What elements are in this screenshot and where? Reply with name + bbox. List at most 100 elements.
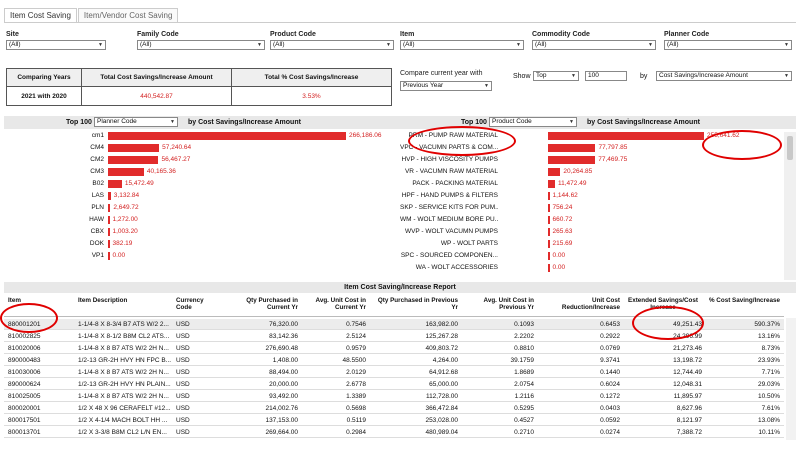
bar[interactable] [548, 252, 550, 260]
bar[interactable] [108, 228, 110, 236]
table-cell: 1-1/4-8 X 8 B7 ATS W/2 2H N... [78, 345, 169, 352]
table-cell: 8,627.96 [676, 405, 702, 412]
bar[interactable] [548, 168, 561, 176]
bar-value-label: 0.00 [552, 264, 566, 271]
table-cell: 480,989.04 [425, 429, 458, 436]
bar[interactable] [548, 264, 550, 272]
product-code-select[interactable]: (All) ▼ [270, 40, 394, 50]
item-label: Item [400, 31, 415, 38]
bar-label: WM - WOLT MEDIUM BORE PU... [400, 216, 498, 223]
table-cell: 1-1/4-8 X 8-3/4 B7 ATS W/2 2... [78, 321, 169, 328]
table-cell: 13.16% [757, 333, 780, 340]
table-cell: 1,408.00 [272, 357, 298, 364]
table-cell: 810002825 [8, 333, 41, 340]
table-row[interactable]: 890000624 1/2-13 GR-2H HVY HN PLAIN... USD… [4, 379, 784, 390]
column-header[interactable]: Qty Purchased in Previous Yr [377, 297, 458, 311]
chevron-down-icon: ▼ [571, 73, 576, 79]
table-cell: 0.1440 [600, 369, 620, 376]
bar[interactable] [548, 216, 550, 224]
column-header[interactable]: Avg. Unit Cost in Current Yr [315, 297, 367, 311]
bar-label: VR - VACUMN RAW MATERIAL [404, 168, 498, 175]
site-select[interactable]: (All) ▼ [6, 40, 106, 50]
summary-header-amount: Total Cost Savings/Increase Amount [82, 69, 232, 87]
bar-value-label: 11,472.49 [558, 180, 587, 187]
compare-select[interactable]: Previous Year ▼ [400, 81, 492, 91]
bar[interactable] [108, 132, 346, 140]
scrollbar-thumb[interactable] [787, 136, 793, 160]
table-cell: 12,744.49 [673, 369, 702, 376]
table-scrollbar[interactable] [786, 318, 796, 440]
table-cell: 10.50% [757, 393, 780, 400]
column-header[interactable]: Item [8, 297, 21, 304]
tab-item-vendor-cost-saving[interactable]: Item/Vendor Cost Saving [77, 8, 179, 23]
table-cell: 1/2 X 48 X 96 CERAFELT #12... [78, 405, 171, 412]
tab-strip: Item Cost Saving Item/Vendor Cost Saving [4, 8, 179, 23]
table-cell: USD [176, 357, 190, 364]
bar[interactable] [108, 252, 110, 260]
bar[interactable] [548, 204, 550, 212]
table-row[interactable]: 800020001 1/2 X 48 X 96 CERAFELT #12... US… [4, 403, 784, 414]
item-select[interactable]: (All) ▼ [400, 40, 524, 50]
table-cell: 0.0274 [600, 429, 620, 436]
count-input[interactable]: 100 [585, 71, 627, 81]
table-cell: USD [176, 321, 190, 328]
bar-value-label: 77,469.75 [598, 156, 628, 163]
table-cell: 29.03% [757, 381, 780, 388]
bar[interactable] [108, 180, 122, 188]
bar[interactable] [108, 156, 159, 164]
chevron-down-icon: ▼ [784, 42, 789, 48]
table-row[interactable]: 800017501 1/2 X 4-1/4 MACH BOLT HH ... USD… [4, 415, 784, 426]
column-header[interactable]: % Cost Saving/Increase [708, 297, 780, 304]
commodity-code-select[interactable]: (All) ▼ [532, 40, 656, 50]
chart-scrollbar[interactable] [784, 132, 796, 280]
table-row[interactable]: 810030006 1-1/4-8 X 8 B7 ATS W/2 2H N... U… [4, 367, 784, 378]
bar-value-label: 2,649.72 [113, 204, 139, 211]
bar-value-label: 77,797.85 [598, 144, 628, 151]
bar[interactable] [108, 144, 160, 152]
table-row[interactable]: 890000483 1/2-13 GR-2H HVY HN FPC B... USD… [4, 355, 784, 366]
table-cell: 1/2-13 GR-2H HVY HN FPC B... [78, 357, 172, 364]
planner-code-select[interactable]: (All) ▼ [664, 40, 792, 50]
table-cell: 7.71% [761, 369, 780, 376]
bar[interactable] [108, 240, 110, 248]
family-code-select[interactable]: (All) ▼ [137, 40, 265, 50]
table-cell: 409,803.72 [425, 345, 458, 352]
bar[interactable] [108, 216, 110, 224]
bar[interactable] [548, 240, 550, 248]
table-cell: 7.61% [761, 405, 780, 412]
table-cell: USD [176, 393, 190, 400]
bar[interactable] [548, 132, 704, 140]
bar-label: B02 [92, 180, 104, 187]
bar[interactable] [108, 204, 111, 212]
table-row[interactable]: 800013701 1/2 X 3-3/8 B8M CL2 L/N EN... US… [4, 427, 784, 438]
bar[interactable] [548, 144, 596, 152]
bar[interactable] [548, 228, 550, 236]
bar[interactable] [548, 180, 555, 188]
column-header[interactable]: Qty Purchased in Current Yr [246, 297, 298, 311]
measure-select[interactable]: Cost Savings/Increase Amount ▼ [656, 71, 792, 81]
table-row[interactable]: 810020006 1-1/4-8 X 8 B7 ATS W/2 2H N... U… [4, 343, 784, 354]
bar[interactable] [108, 168, 144, 176]
table-cell: 2.5124 [346, 333, 366, 340]
annotation-oval [702, 130, 782, 160]
chevron-down-icon: ▼ [784, 73, 789, 79]
show-select[interactable]: Top ▼ [533, 71, 579, 81]
column-header[interactable]: Avg. Unit Cost in Previous Yr [483, 297, 535, 311]
right-chart-dimension-select[interactable]: Product Code ▼ [489, 117, 577, 127]
table-cell: 0.9579 [346, 345, 366, 352]
right-chart-top-label: Top 100 [461, 119, 487, 126]
table-row[interactable]: 810025005 1-1/4-8 X 8 B7 ATS W/2 2H N... U… [4, 391, 784, 402]
bar[interactable] [548, 156, 596, 164]
left-chart-dimension-select[interactable]: Planner Code ▼ [94, 117, 178, 127]
column-header[interactable]: Currency Code [176, 297, 204, 311]
table-cell: USD [176, 417, 190, 424]
bar[interactable] [548, 192, 550, 200]
bar-value-label: 40,165.36 [146, 168, 176, 175]
table-cell: 0.2984 [346, 429, 366, 436]
table-cell: USD [176, 345, 190, 352]
column-header[interactable]: Item Description [78, 297, 128, 304]
column-header[interactable]: Unit Cost Reduction/Increase [561, 297, 620, 311]
tab-item-cost-saving[interactable]: Item Cost Saving [4, 8, 77, 23]
bar[interactable] [108, 192, 111, 200]
bar-label: SPC - SOURCED COMPONEN... [400, 252, 498, 259]
